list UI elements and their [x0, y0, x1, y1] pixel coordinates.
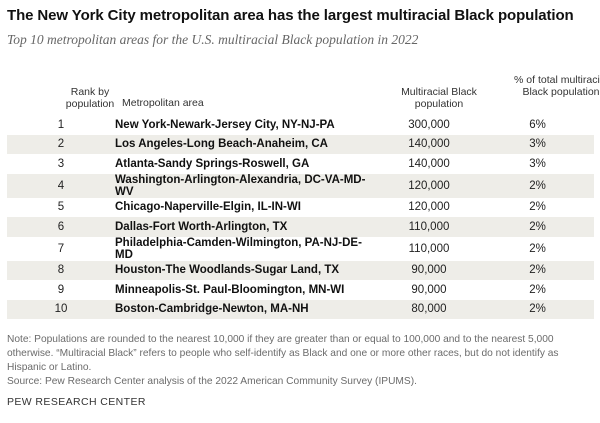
percent-cell: 2%: [481, 217, 594, 237]
percent-cell: 2%: [529, 283, 546, 296]
rank-cell: 2: [7, 134, 115, 154]
percent-cell: 2%: [481, 260, 594, 280]
rank-cell: 4: [7, 173, 115, 198]
table-row: 1 New York-Newark-Jersey City, NY-NJ-PA 30…: [7, 115, 594, 135]
table-row: 5 Chicago-Naperville-Elgin, IL-IN-WI 120,0…: [7, 198, 594, 218]
metro-cell: Boston-Cambridge-Newton, MA-NH: [115, 299, 377, 319]
header-rank-label: Rank by population: [65, 86, 115, 110]
metro-cell: Los Angeles-Long Beach-Anaheim, CA: [115, 134, 377, 154]
table-row: 9 Minneapolis-St. Paul-Bloomington, MN-WI…: [7, 280, 594, 300]
percent-cell: 6%: [529, 118, 546, 131]
header-rank: Rank by population: [46, 86, 134, 110]
rank-cell: 6: [7, 217, 115, 237]
table-row: 4 Washington-Arlington-Alexandria, DC-VA-…: [7, 173, 594, 198]
rank-cell: 9: [57, 283, 65, 296]
metro-cell: Dallas-Fort Worth-Arlington, TX: [115, 217, 377, 237]
metro-cell: New York-Newark-Jersey City, NY-NJ-PA: [115, 118, 335, 131]
page-title: The New York City metropolitan area has …: [7, 7, 574, 24]
population-cell: 110,000: [408, 242, 450, 255]
population-cell: 120,000: [408, 201, 450, 214]
population-cell: 80,000: [377, 299, 481, 319]
metro-cell: Chicago-Naperville-Elgin, IL-IN-WI: [115, 201, 301, 214]
metro-table-body: 1 New York-Newark-Jersey City, NY-NJ-PA 30…: [7, 115, 594, 319]
header-metro: Metropolitan area: [122, 97, 204, 109]
note-text: Note: Populations are rounded to the nea…: [7, 334, 559, 373]
rank-cell: 8: [7, 260, 115, 280]
percent-cell: 3%: [529, 157, 546, 170]
metro-cell: Atlanta-Sandy Springs-Roswell, GA: [115, 157, 310, 170]
rank-cell: 5: [57, 201, 65, 214]
rank-cell: 3: [57, 157, 65, 170]
percent-cell: 3%: [481, 134, 594, 154]
metro-table: 1 New York-Newark-Jersey City, NY-NJ-PA 30…: [7, 115, 594, 319]
rank-cell: 10: [7, 299, 115, 319]
percent-cell: 2%: [529, 201, 546, 214]
footer-credit: PEW RESEARCH CENTER: [7, 396, 146, 408]
table-row: 10 Boston-Cambridge-Newton, MA-NH 80,000 2%: [7, 299, 594, 319]
metro-cell: Houston-The Woodlands-Sugar Land, TX: [115, 260, 377, 280]
rank-cell: 7: [57, 242, 65, 255]
table-row: 8 Houston-The Woodlands-Sugar Land, TX 90,…: [7, 260, 594, 280]
header-percent: % of total multiracial Black population: [514, 74, 600, 98]
population-cell: 120,000: [377, 173, 481, 198]
rank-cell: 1: [57, 118, 65, 131]
source-text: Source: Pew Research Center analysis of …: [7, 376, 417, 387]
population-cell: 140,000: [408, 157, 450, 170]
page-subtitle: Top 10 metropolitan areas for the U.S. m…: [7, 32, 419, 47]
table-row: 7 Philadelphia-Camden-Wilmington, PA-NJ-D…: [7, 237, 594, 261]
table-row: 3 Atlanta-Sandy Springs-Roswell, GA 140,00…: [7, 154, 594, 174]
notes: Note: Populations are rounded to the nea…: [7, 333, 597, 389]
population-cell: 140,000: [377, 134, 481, 154]
header-population: Multiracial Black population: [401, 86, 477, 110]
percent-cell: 2%: [529, 242, 546, 255]
table-row: 6 Dallas-Fort Worth-Arlington, TX 110,000 2…: [7, 217, 594, 237]
metro-cell: Washington-Arlington-Alexandria, DC-VA-M…: [115, 173, 377, 198]
population-cell: 90,000: [411, 283, 447, 296]
table-row: 2 Los Angeles-Long Beach-Anaheim, CA 140,0…: [7, 134, 594, 154]
population-cell: 110,000: [377, 217, 481, 237]
metro-cell: Minneapolis-St. Paul-Bloomington, MN-WI: [115, 283, 345, 296]
population-cell: 300,000: [408, 118, 450, 131]
population-cell: 90,000: [377, 260, 481, 280]
percent-cell: 2%: [481, 299, 594, 319]
metro-cell: Philadelphia-Camden-Wilmington, PA-NJ-DE…: [115, 236, 362, 261]
percent-cell: 2%: [481, 173, 594, 198]
